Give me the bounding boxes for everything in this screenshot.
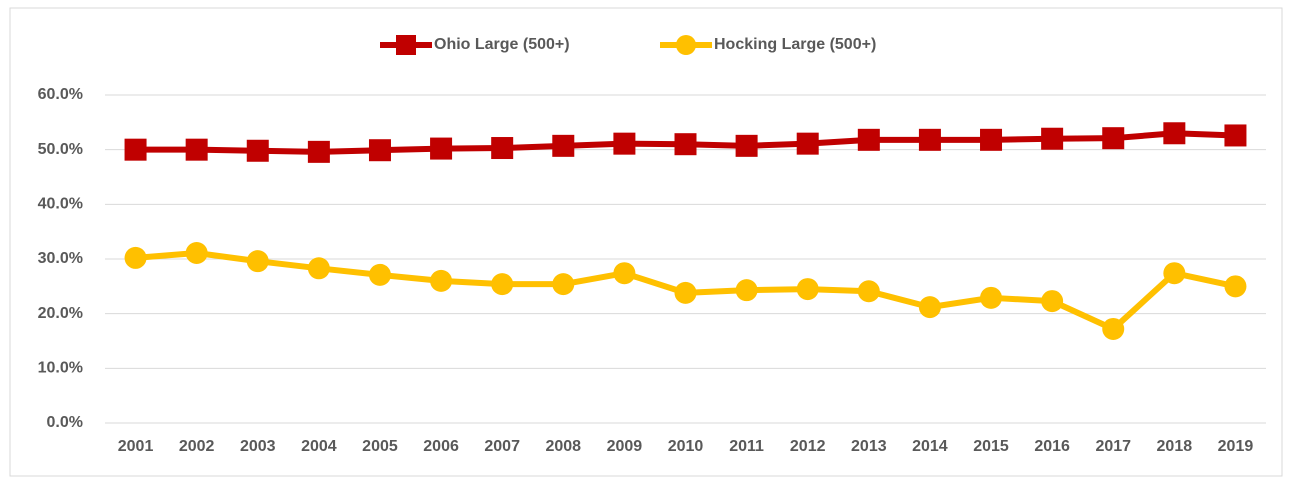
- marker: [124, 138, 147, 161]
- legend-label: Ohio Large (500+): [434, 36, 570, 53]
- y-tick-label: 60.0%: [38, 86, 83, 103]
- legend-marker: [396, 35, 416, 55]
- marker: [735, 279, 758, 302]
- marker: [980, 128, 1003, 151]
- marker: [796, 278, 819, 301]
- marker: [1163, 262, 1186, 285]
- marker: [246, 250, 269, 273]
- marker: [124, 246, 147, 269]
- marker: [552, 273, 575, 296]
- marker: [613, 132, 636, 155]
- y-tick-label: 20.0%: [38, 305, 83, 322]
- x-tick-label: 2009: [607, 438, 643, 455]
- x-tick-label: 2007: [484, 438, 520, 455]
- y-tick-label: 40.0%: [38, 196, 83, 213]
- y-tick-label: 50.0%: [38, 141, 83, 158]
- marker: [674, 133, 697, 156]
- y-tick-label: 30.0%: [38, 250, 83, 267]
- marker: [430, 269, 453, 292]
- marker: [185, 241, 208, 264]
- marker: [1041, 290, 1064, 313]
- marker: [1102, 127, 1125, 150]
- marker: [1102, 317, 1125, 340]
- marker: [674, 281, 697, 304]
- x-tick-label: 2013: [851, 438, 887, 455]
- marker: [185, 138, 208, 161]
- marker: [613, 262, 636, 285]
- x-tick-label: 2016: [1034, 438, 1070, 455]
- x-tick-label: 2004: [301, 438, 337, 455]
- marker: [857, 280, 880, 303]
- marker: [1041, 127, 1064, 150]
- marker: [552, 134, 575, 157]
- marker: [491, 137, 514, 160]
- x-tick-label: 2002: [179, 438, 215, 455]
- legend-marker: [676, 35, 696, 55]
- legend-label: Hocking Large (500+): [714, 36, 876, 53]
- y-tick-label: 10.0%: [38, 360, 83, 377]
- marker: [368, 263, 391, 286]
- x-tick-label: 2001: [118, 438, 154, 455]
- marker: [491, 273, 514, 296]
- marker: [307, 257, 330, 280]
- x-tick-label: 2011: [729, 438, 764, 455]
- marker: [430, 137, 453, 160]
- x-tick-label: 2018: [1157, 438, 1193, 455]
- marker: [1163, 122, 1186, 145]
- x-tick-label: 2015: [973, 438, 1009, 455]
- x-tick-label: 2019: [1218, 438, 1254, 455]
- marker: [735, 134, 758, 157]
- x-tick-label: 2012: [790, 438, 826, 455]
- marker: [918, 128, 941, 151]
- x-tick-label: 2006: [423, 438, 459, 455]
- marker: [307, 140, 330, 163]
- marker: [1224, 124, 1247, 147]
- x-tick-label: 2017: [1095, 438, 1131, 455]
- chart-border: [9, 7, 1283, 477]
- x-tick-label: 2014: [912, 438, 948, 455]
- marker: [1224, 275, 1247, 298]
- marker: [918, 296, 941, 319]
- x-tick-label: 2003: [240, 438, 276, 455]
- marker: [368, 139, 391, 162]
- y-tick-label: 0.0%: [47, 414, 83, 431]
- marker: [246, 139, 269, 162]
- marker: [796, 132, 819, 155]
- marker: [857, 128, 880, 151]
- marker: [980, 286, 1003, 309]
- x-tick-label: 2008: [545, 438, 581, 455]
- x-tick-label: 2005: [362, 438, 398, 455]
- x-tick-label: 2010: [668, 438, 704, 455]
